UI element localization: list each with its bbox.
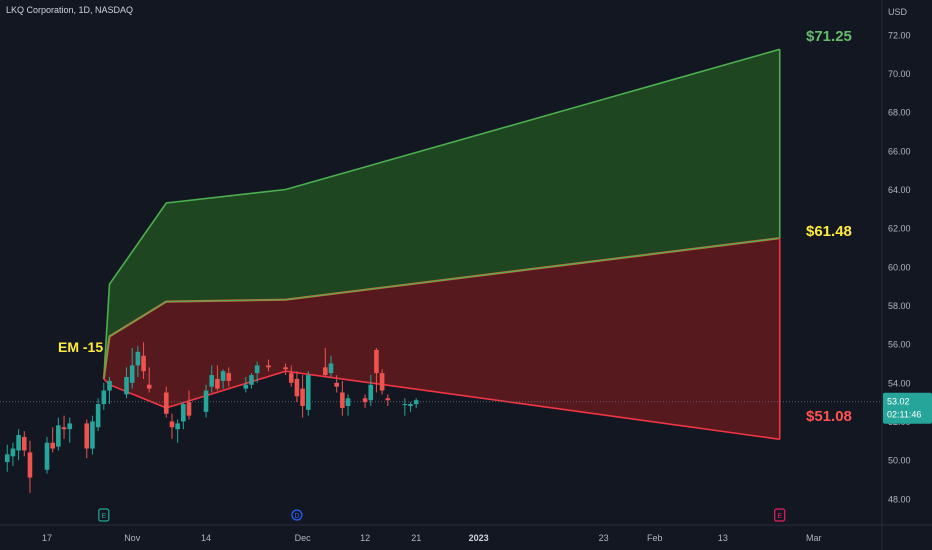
candle-body [215,378,220,389]
candle-body [84,423,90,449]
candle-body [4,454,10,463]
candle-body [379,373,385,391]
earnings-marker [774,508,786,522]
y-tick-label: 70.00 [888,69,911,79]
candle-body [146,384,152,389]
mid-target-label: $61.48 [806,223,852,240]
candle-body [16,435,21,451]
candle-body [254,365,260,374]
x-tick-label: Nov [124,533,141,543]
candle-body [328,363,334,374]
candle-body [408,404,413,406]
candle-body [413,400,419,405]
candle-body [67,423,73,430]
candle-body [249,375,254,385]
lower-band-area [103,238,780,440]
candle-body [56,425,61,447]
x-tick-label: Mar [806,533,822,543]
candle-body [186,402,192,416]
candle-body [101,390,107,405]
chart-title: LKQ Corporation, 1D, NASDAQ [6,5,134,15]
y-tick-label: 58.00 [888,301,911,311]
y-tick-label: 54.00 [888,378,911,388]
candle-body [44,442,50,470]
candle-body [323,367,328,376]
candle-body [10,448,16,457]
candle-body [61,427,67,430]
candle-body [300,388,305,406]
candle-body [402,404,408,406]
lower-target-label: $51.08 [806,408,852,425]
price-tag [883,392,932,424]
x-tick-label: 12 [360,533,370,543]
candle-body [334,382,339,387]
earnings-marker-label: E [101,513,106,520]
candle-body [305,375,311,410]
x-tick-label: 23 [599,533,609,543]
candle-body [181,404,186,422]
candle-body [209,375,215,387]
upper-band-area [103,49,780,379]
candle-body [50,442,55,449]
y-tick-label: 48.00 [888,494,911,504]
mid-band-line-green [103,237,780,379]
candle-body [203,390,209,412]
y-tick-label: 64.00 [888,185,911,195]
candle-body [169,421,175,428]
x-tick-label: 21 [411,533,421,543]
dividend-marker [291,509,303,521]
y-tick-label: 66.00 [888,146,911,156]
candle-body [107,380,112,391]
price-tag-countdown: 02:11:46 [887,410,921,420]
candle-body [141,355,146,372]
price-tag-value: 53.02 [887,397,910,407]
earnings-marker-label: E [777,513,782,520]
upper-target-label: $71.25 [806,28,852,45]
em-label: EM -15 [58,339,103,355]
candle-body [340,392,345,408]
candle-body [345,398,351,406]
candle-body [385,398,391,401]
candle-body [175,423,180,430]
candle-body [124,377,129,395]
y-tick-label: 68.00 [888,108,911,118]
x-tick-label: Feb [647,533,663,543]
y-tick-label: 72.00 [888,30,911,40]
candle-body [243,384,249,389]
x-tick-label: 17 [42,533,52,543]
candle-body [362,398,368,403]
candle-body [226,373,232,381]
upper-band-line [103,48,780,379]
candle-body [283,367,288,370]
candle-body [129,365,135,383]
candle-body [266,365,271,368]
dividend-marker-label: D [294,513,299,520]
candle-body [288,373,294,383]
y-tick-label: 62.00 [888,224,911,234]
candle-body [95,404,101,428]
candle-body [163,392,169,414]
y-tick-label: 50.00 [888,456,911,466]
candle-body [90,421,95,449]
x-tick-label: 2023 [469,533,489,543]
candle-body [21,436,27,451]
y-tick-label: 60.00 [888,262,911,272]
candle-body [27,452,33,478]
y-tick-label: 56.00 [888,340,911,350]
x-tick-label: 13 [718,533,728,543]
x-tick-label: 14 [201,533,211,543]
candle-body [220,371,226,381]
earnings-marker [98,508,110,522]
candle-body [294,378,300,397]
candle-body [374,349,379,374]
candle-body [368,384,374,401]
x-tick-label: Dec [295,533,312,543]
y-axis-unit: USD [888,7,908,17]
candle-body [135,351,141,366]
